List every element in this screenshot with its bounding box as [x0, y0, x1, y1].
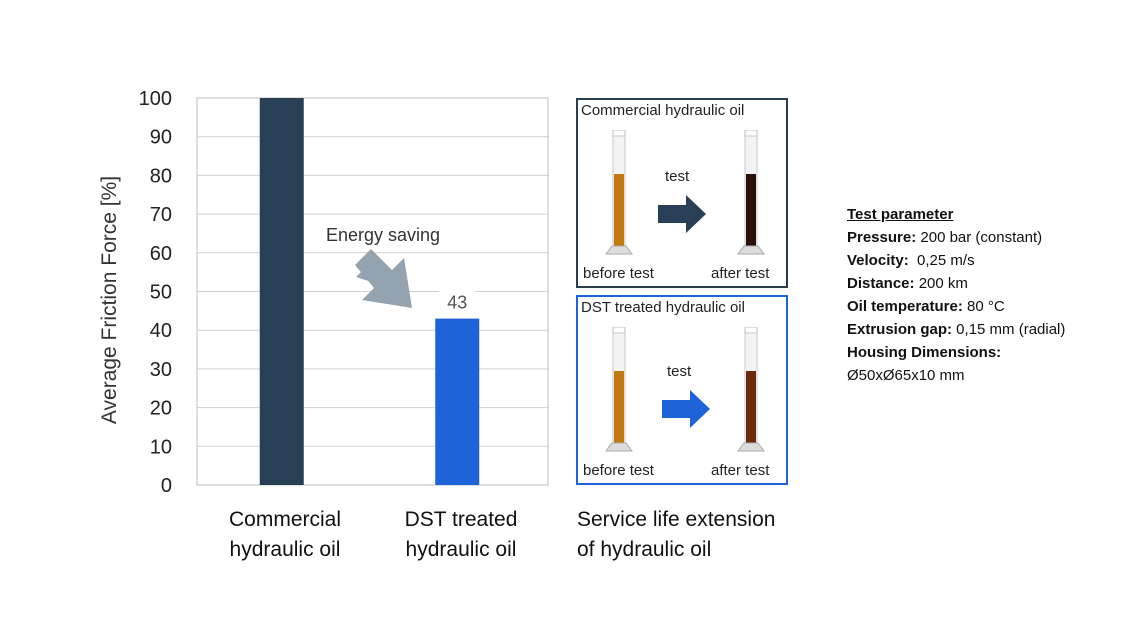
param-pressure: Pressure: 200 bar (constant): [847, 226, 1065, 249]
energy-saving-annotation: Energy saving: [326, 225, 440, 245]
panel-title: DST treated hydraulic oil: [581, 299, 745, 316]
param-housing-dimensions-value: Ø50xØ65x10 mm: [847, 367, 965, 384]
param-label: Oil temperature:: [847, 298, 963, 315]
cylinder-before-test: [605, 327, 633, 452]
service-life-caption-line2: of hydraulic oil: [577, 538, 712, 561]
x-category-commercial: Commercial hydraulic oil: [200, 505, 370, 565]
y-tick-label: 90: [150, 127, 172, 149]
param-value: 0,25 m/s: [908, 252, 975, 269]
param-label: Pressure:: [847, 229, 917, 246]
x-category-dst-line1: DST treated: [404, 508, 518, 531]
y-tick-labels: 0 10 20 30 40 50 60 70 80 90 100: [139, 88, 172, 497]
y-tick-label: 10: [150, 436, 172, 458]
y-axis-label: Average Friction Force [%]: [98, 176, 121, 424]
test-arrow-label: test: [665, 168, 690, 185]
test-parameters: Test parameter Pressure: 200 bar (consta…: [847, 203, 1065, 387]
param-extrusion-gap: Extrusion gap: 0,15 mm (radial): [847, 318, 1065, 341]
service-life-caption: Service life extension of hydraulic oil: [577, 505, 775, 565]
y-tick-label: 0: [161, 475, 172, 497]
cylinder-after-test: [737, 130, 765, 255]
panel-title: Commercial hydraulic oil: [581, 102, 745, 119]
bar-commercial: [259, 98, 304, 485]
param-label: Housing Dimensions:: [847, 344, 1002, 361]
commercial-oil-test-panel: Commercial hydraulic oil test before tes…: [576, 98, 788, 288]
param-distance: Distance: 200 km: [847, 272, 1065, 295]
bar-data-label: 43: [447, 293, 467, 313]
friction-force-bar-chart: 0 10 20 30 40 50 60 70 80 90 100 Average Friction …: [98, 88, 549, 497]
before-test-label: before test: [583, 265, 654, 282]
param-oil-temperature: Oil temperature: 80 °C: [847, 295, 1065, 318]
x-category-dst: DST treated hydraulic oil: [376, 505, 546, 565]
bar-dst-treated: [435, 318, 480, 485]
x-category-commercial-line1: Commercial: [228, 508, 341, 531]
right-arrow-icon: [658, 195, 706, 233]
x-category-commercial-line2: hydraulic oil: [229, 538, 341, 561]
param-label: Velocity:: [847, 252, 909, 269]
chart-bars: [259, 98, 480, 485]
y-tick-label: 70: [150, 204, 172, 226]
dst-oil-test-panel: DST treated hydraulic oil test before te…: [576, 295, 788, 485]
param-value: 80 °C: [962, 298, 1005, 315]
y-tick-label: 100: [139, 88, 172, 110]
y-tick-label: 30: [150, 359, 172, 381]
service-life-caption-line1: Service life extension: [577, 508, 776, 531]
right-arrow-icon: [662, 390, 710, 428]
after-test-label: after test: [711, 462, 770, 479]
param-value: 200 km: [914, 275, 968, 292]
x-category-dst-line2: hydraulic oil: [405, 538, 517, 561]
energy-saving-arrow-shape: [355, 249, 412, 308]
y-tick-label: 20: [150, 398, 172, 420]
y-tick-label: 80: [150, 165, 172, 187]
param-label: Distance:: [847, 275, 915, 292]
y-tick-label: 50: [150, 282, 172, 304]
param-label: Extrusion gap:: [847, 321, 953, 338]
after-test-label: after test: [711, 265, 770, 282]
param-housing-dimensions: Housing Dimensions:: [847, 341, 1065, 364]
test-parameters-heading: Test parameter: [847, 206, 954, 223]
param-value: 0,15 mm (radial): [952, 321, 1066, 338]
plot-frame: [196, 97, 549, 486]
param-velocity: Velocity: 0,25 m/s: [847, 249, 1065, 272]
before-test-label: before test: [583, 462, 654, 479]
cylinder-after-test: [737, 327, 765, 452]
cylinder-before-test: [605, 130, 633, 255]
y-tick-label: 60: [150, 243, 172, 265]
y-tick-label: 40: [150, 320, 172, 342]
test-arrow-label: test: [667, 363, 692, 380]
param-value: 200 bar (constant): [916, 229, 1043, 246]
bar-data-labels: 43: [439, 288, 476, 313]
data-label-bg: [439, 288, 476, 313]
